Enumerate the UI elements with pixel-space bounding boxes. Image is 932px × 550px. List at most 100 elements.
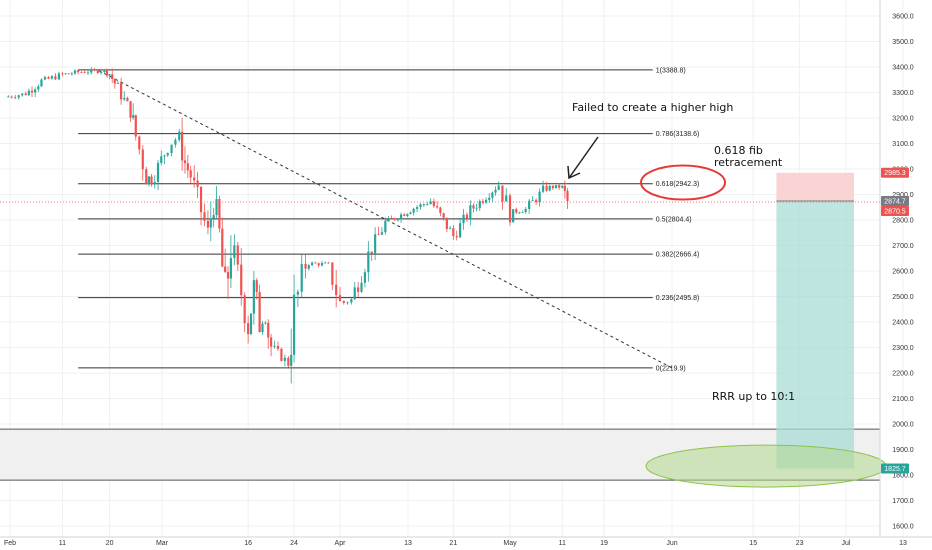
- candle-body: [77, 70, 80, 73]
- candle-body: [170, 144, 173, 153]
- candle-body: [342, 300, 345, 303]
- candle-body: [183, 160, 187, 164]
- time-axis-tick: Jun: [666, 540, 677, 547]
- candle-body: [561, 185, 564, 188]
- fib-highlight-ellipse[interactable]: [640, 164, 726, 201]
- candle-body: [331, 262, 334, 285]
- candle-body: [27, 90, 30, 96]
- candle-body: [478, 201, 481, 208]
- fib-level-label: 0(2219.9): [656, 365, 686, 372]
- candle-body: [30, 90, 34, 93]
- candle-body: [226, 271, 230, 279]
- candle-body: [209, 218, 212, 228]
- candle-body: [508, 195, 512, 223]
- price-axis-tick: 2500.0: [892, 294, 914, 301]
- annotation-arrow-head: [567, 165, 581, 180]
- candle-body: [147, 176, 150, 185]
- price-axis-tick: 2200.0: [892, 371, 914, 378]
- price-tag-label: 1825.7: [884, 466, 906, 473]
- time-axis-tick: Feb: [4, 540, 16, 547]
- candle-body: [224, 266, 227, 272]
- candle-body: [545, 185, 548, 191]
- candle-body: [409, 212, 412, 214]
- time-axis-tick: 23: [796, 540, 804, 547]
- candle-body: [469, 205, 472, 220]
- candle-body: [353, 287, 356, 300]
- fib-level-label: 0.236(2495.8): [656, 295, 700, 302]
- fibonacci-retracement[interactable]: 1(3388.8) 0.786(3138.6) 0.618(2942.3) 0.5(2…: [78, 67, 699, 372]
- candle-body: [393, 218, 396, 220]
- annotation-rrr[interactable]: RRR up to 10:1: [712, 390, 795, 403]
- candle-body: [243, 295, 246, 324]
- annotation-fib-line1[interactable]: 0.618 fib: [714, 144, 763, 157]
- candle-body: [515, 209, 518, 213]
- candle-body: [304, 263, 307, 269]
- candle-body: [174, 139, 177, 145]
- candle-body: [90, 69, 93, 73]
- candle-body: [455, 236, 458, 238]
- candle-body: [387, 218, 390, 221]
- candle-body: [535, 200, 538, 203]
- candle-body: [484, 199, 488, 203]
- candle-body: [452, 228, 455, 237]
- short-position-tool[interactable]: [776, 172, 854, 469]
- candle-body: [269, 337, 273, 347]
- candle-body: [501, 185, 504, 202]
- fib-level-label: 0.618(2942.3): [656, 181, 700, 188]
- candle-body: [47, 77, 50, 79]
- price-axis-tick: 3500.0: [892, 39, 914, 46]
- price-axis-tick: 1800.0: [892, 473, 914, 480]
- candle-body: [132, 115, 135, 118]
- candle-body: [521, 211, 524, 213]
- candle-body: [350, 299, 353, 303]
- candle-body: [261, 323, 264, 333]
- time-axis-tick: 24: [290, 540, 298, 547]
- candle-body: [541, 185, 545, 192]
- time-axis-tick: 16: [244, 540, 252, 547]
- candle-body: [240, 264, 243, 296]
- annotation-fib-line2[interactable]: retracement: [714, 156, 783, 169]
- candle-body: [445, 217, 448, 229]
- candle-body: [554, 185, 558, 189]
- candle-body: [103, 69, 106, 72]
- candle-body: [141, 149, 144, 170]
- annotation-arrow[interactable]: [568, 136, 599, 179]
- price-axis-tick: 1700.0: [892, 498, 914, 505]
- candle-body: [247, 323, 250, 335]
- candle-body: [249, 313, 253, 335]
- candle-body: [199, 186, 203, 213]
- candle-body: [21, 93, 24, 96]
- candle-body: [566, 190, 569, 202]
- price-tag: [881, 463, 909, 474]
- candle-body: [538, 191, 541, 203]
- annotation-failed-higher-high[interactable]: Failed to create a higher high: [572, 101, 733, 114]
- candle-body: [17, 95, 20, 98]
- fib-level-label: 0.786(3138.6): [656, 131, 700, 138]
- time-axis[interactable]: Feb 11 20 Mar 16 24 Apr 13 21 May 11 19 Jun 15 23 Jul 13: [0, 536, 932, 547]
- candle-body: [327, 262, 330, 264]
- price-tag: [881, 167, 909, 178]
- price-axis[interactable]: 3600.03500.03400.03300.03200.03100.03000…: [879, 0, 914, 537]
- price-axis-tick: 3600.0: [892, 14, 914, 21]
- price-tag: [881, 195, 909, 206]
- candle-body: [300, 263, 303, 292]
- candle-body: [14, 97, 17, 99]
- candle-body: [505, 195, 508, 202]
- candle-body: [524, 208, 527, 212]
- candle-body: [206, 220, 210, 228]
- candle-body: [86, 72, 90, 74]
- price-tags: 2985.3 2874.7 2870.5 1825.7: [881, 167, 909, 474]
- candle-body: [50, 76, 54, 79]
- candle-body: [153, 181, 156, 185]
- target-highlight-ellipse[interactable]: [645, 444, 887, 488]
- price-axis-tick: 2300.0: [892, 345, 914, 352]
- candle-body: [558, 185, 561, 188]
- candle-body: [384, 220, 387, 233]
- candle-body: [196, 180, 199, 187]
- candle-body: [287, 357, 290, 366]
- candle-body: [212, 215, 215, 219]
- time-axis-tick: May: [503, 540, 517, 547]
- candle-body: [258, 292, 261, 333]
- fib-level-label: 0.5(2804.4): [656, 216, 692, 223]
